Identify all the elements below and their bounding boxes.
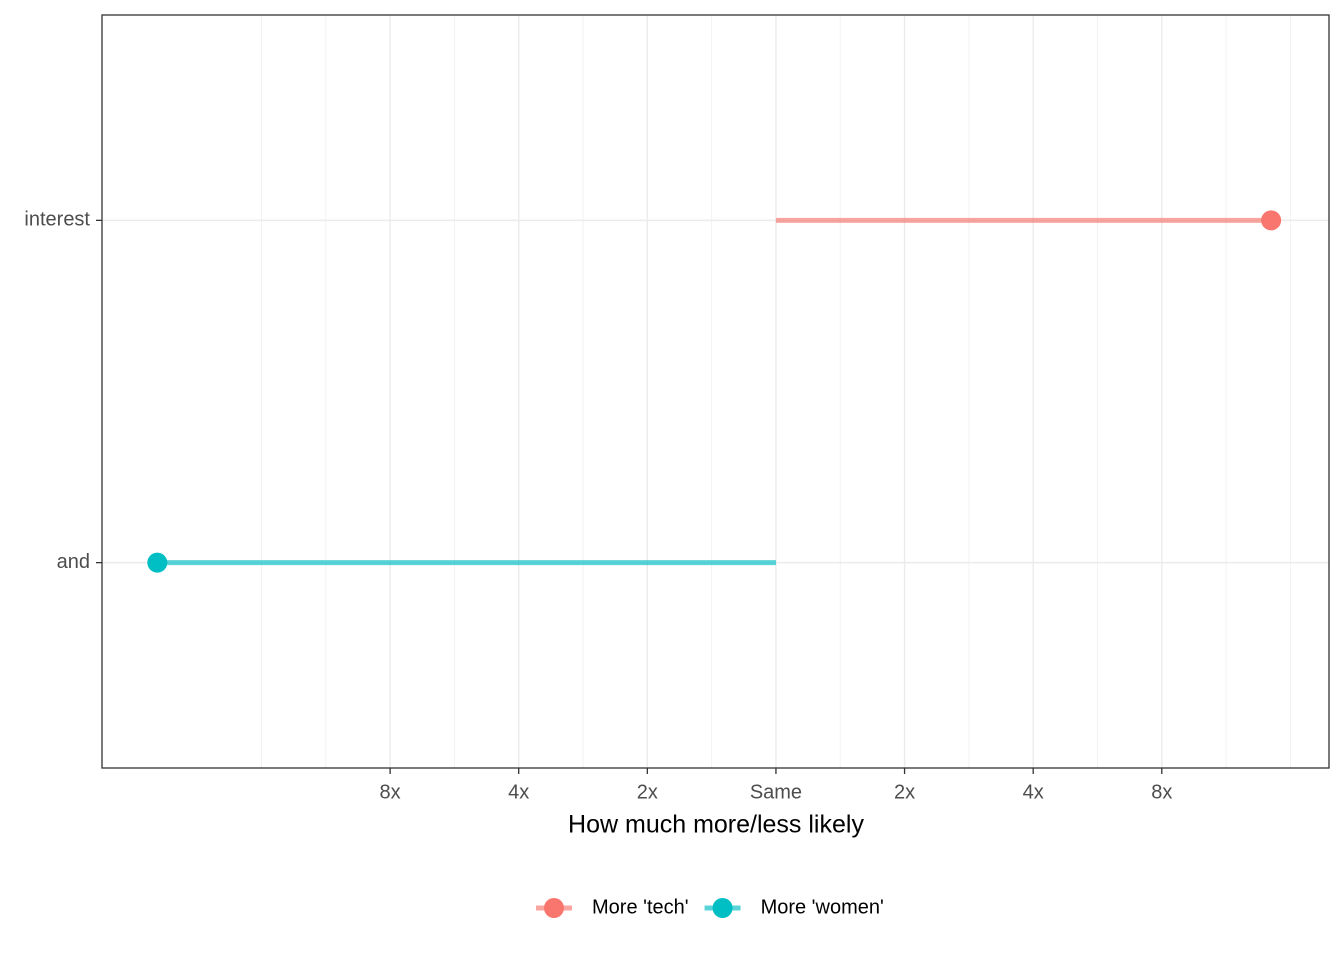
lollipop-dot xyxy=(1261,210,1282,231)
legend-label: More 'women' xyxy=(761,896,884,918)
legend-key-dot xyxy=(712,898,733,918)
x-tick-label: Same xyxy=(750,781,802,803)
lollipop-dot xyxy=(147,552,168,573)
panel-border xyxy=(101,14,1330,769)
x-tick-label: 2x xyxy=(894,781,915,803)
y-tick-label: and xyxy=(57,551,90,573)
x-tick-label: 8x xyxy=(1151,781,1172,803)
x-tick-label: 2x xyxy=(637,781,658,803)
x-tick-label: 8x xyxy=(380,781,401,803)
x-axis-title: How much more/less likely xyxy=(568,811,864,839)
x-tick-label: 4x xyxy=(1023,781,1044,803)
legend-label: More 'tech' xyxy=(592,896,689,918)
y-tick-label: interest xyxy=(24,209,90,231)
legend-key-dot xyxy=(544,898,564,918)
x-tick-label: 4x xyxy=(508,781,529,803)
